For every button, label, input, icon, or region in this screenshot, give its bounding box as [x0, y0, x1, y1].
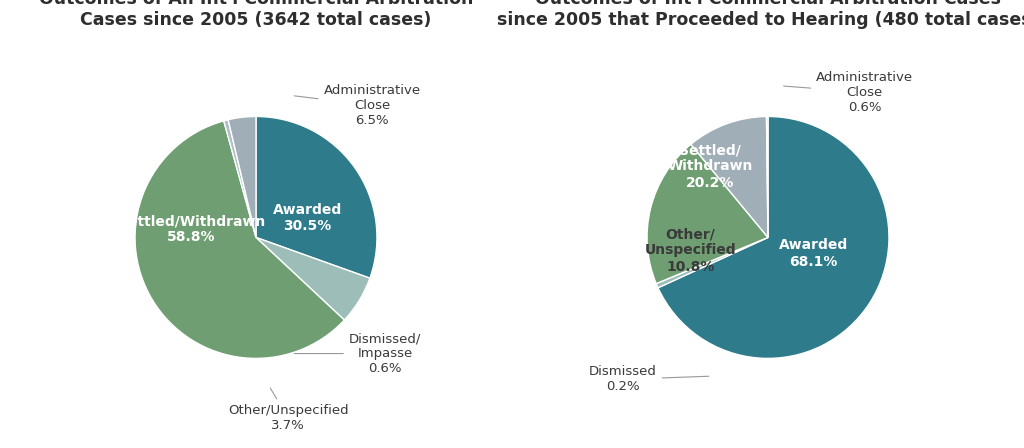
Wedge shape: [647, 144, 768, 284]
Text: Administrative
Close
0.6%: Administrative Close 0.6%: [783, 71, 913, 114]
Title: Outcomes of All Int'l Commercial Arbitration
Cases since 2005 (3642 total cases): Outcomes of All Int'l Commercial Arbitra…: [39, 0, 473, 29]
Text: Dismissed
0.2%: Dismissed 0.2%: [589, 366, 709, 393]
Wedge shape: [135, 121, 344, 358]
Wedge shape: [691, 116, 768, 237]
Text: Settled/
Withdrawn
20.2%: Settled/ Withdrawn 20.2%: [668, 143, 753, 190]
Wedge shape: [656, 237, 768, 288]
Text: Dismissed/
Impasse
0.6%: Dismissed/ Impasse 0.6%: [294, 332, 421, 375]
Wedge shape: [658, 116, 889, 358]
Wedge shape: [767, 116, 768, 237]
Wedge shape: [228, 116, 256, 237]
Wedge shape: [224, 120, 256, 237]
Text: Administrative
Close
6.5%: Administrative Close 6.5%: [294, 84, 421, 127]
Text: Awarded
30.5%: Awarded 30.5%: [273, 203, 342, 233]
Text: Awarded
68.1%: Awarded 68.1%: [778, 238, 848, 269]
Text: Other/Unspecified
3.7%: Other/Unspecified 3.7%: [228, 388, 348, 432]
Text: Other/
Unspecified
10.8%: Other/ Unspecified 10.8%: [645, 227, 736, 274]
Text: Settled/Withdrawn
58.8%: Settled/Withdrawn 58.8%: [118, 214, 265, 245]
Title: Outcomes of Int'l Commercial Arbitration Cases
since 2005 that Proceeded to Hear: Outcomes of Int'l Commercial Arbitration…: [497, 0, 1024, 29]
Wedge shape: [256, 237, 370, 320]
Wedge shape: [256, 116, 377, 278]
